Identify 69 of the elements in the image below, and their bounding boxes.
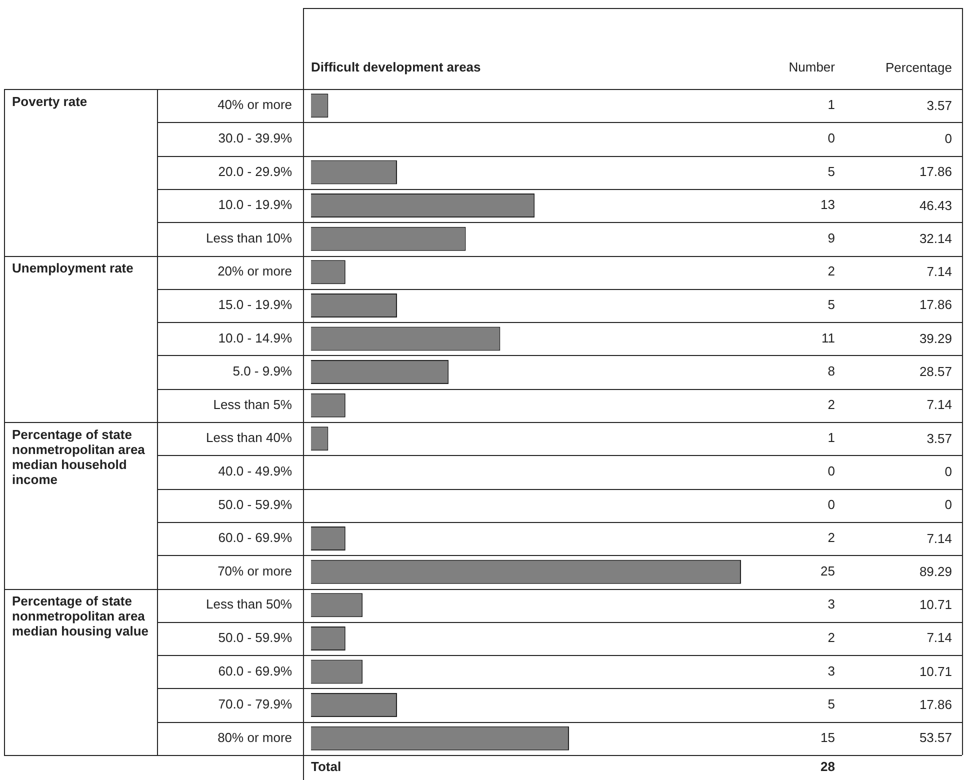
y-tick-label: Less than 10% (206, 230, 292, 246)
y-tick-label: Less than 50% (206, 596, 292, 612)
data-label: 3.57 (926, 430, 952, 447)
text: Total (311, 759, 342, 774)
data-label: 28.57 (918, 364, 952, 380)
data-label: 5 (828, 297, 835, 312)
data-label: 9 (828, 230, 835, 246)
text: 28 (820, 759, 835, 774)
y-tick-label: 40% or more (218, 97, 292, 112)
y-tick-label: 10.0 - 19.9% (218, 197, 292, 212)
text: Poverty rate (12, 94, 88, 110)
data-label: 5 (828, 696, 835, 712)
text: Percentage (884, 60, 952, 76)
y-tick-label: 5.0 - 9.9% (232, 364, 292, 379)
data-label: 25 (820, 563, 835, 578)
data-label: 7.14 (926, 397, 952, 414)
y-tick-label: 80% or more (218, 730, 292, 745)
y-tick-label: 30.0 - 39.9% (218, 130, 292, 146)
y-tick-label: 60.0 - 69.9% (218, 663, 292, 678)
data-label: 0 (944, 497, 952, 514)
y-tick-label: 60.0 - 69.9% (218, 530, 292, 546)
data-label: 0 (828, 464, 835, 479)
data-label: 3.57 (926, 98, 952, 114)
y-tick-label: 40.0 - 49.9% (218, 464, 292, 479)
data-label: 5 (828, 164, 835, 179)
data-label: 3 (828, 596, 835, 612)
data-label: 53.57 (918, 730, 952, 746)
data-label: 89.29 (918, 564, 952, 580)
data-label: 0 (944, 464, 952, 480)
data-label: 0 (828, 130, 835, 146)
data-label: 2 (828, 396, 835, 412)
y-tick-label: 20.0 - 29.9% (218, 164, 292, 179)
y-tick-label: 10.0 - 14.9% (218, 330, 292, 346)
data-label: 46.43 (918, 198, 952, 214)
y-tick-label: Less than 5% (213, 396, 292, 412)
data-label: 3 (828, 663, 835, 678)
data-label: 1 (828, 97, 835, 112)
data-label: 7.14 (926, 630, 952, 646)
data-label: 7.14 (926, 264, 952, 280)
data-label: 17.86 (918, 297, 952, 314)
text: Percentage of state nonmetropolitan area median housing value (12, 594, 149, 639)
y-tick-label: 50.0 - 59.9% (218, 630, 292, 646)
y-tick-label: 20% or more (218, 264, 292, 279)
data-label: 7.14 (926, 530, 952, 547)
data-label: 10.71 (918, 664, 952, 680)
y-tick-label: 70.0 - 79.9% (218, 696, 292, 712)
y-tick-label: 15.0 - 19.9% (218, 297, 292, 312)
data-label: 2 (828, 630, 835, 646)
data-label: 17.86 (918, 164, 952, 180)
chart-title: Difficult development areas (311, 60, 481, 75)
data-label: 17.86 (918, 697, 952, 714)
y-tick-label: Less than 40% (206, 430, 292, 446)
data-label: 0 (944, 130, 952, 147)
data-label: 2 (828, 530, 835, 546)
text: Number (788, 60, 836, 75)
data-label: 15 (820, 730, 835, 745)
data-label: 8 (828, 364, 835, 379)
y-tick-label: 50.0 - 59.9% (218, 496, 292, 512)
y-tick-label: 70% or more (218, 563, 292, 578)
text: Percentage of state nonmetropolitan area median household income (12, 427, 146, 488)
data-label: 2 (828, 264, 835, 279)
data-label: 0 (828, 496, 835, 512)
data-label: 32.14 (918, 230, 952, 247)
data-label: 13 (820, 197, 835, 212)
text: Unemployment rate (12, 260, 134, 276)
data-label: 1 (828, 430, 835, 446)
data-label: 39.29 (918, 330, 952, 347)
data-label: 10.71 (918, 597, 952, 614)
data-label: 11 (822, 330, 835, 346)
